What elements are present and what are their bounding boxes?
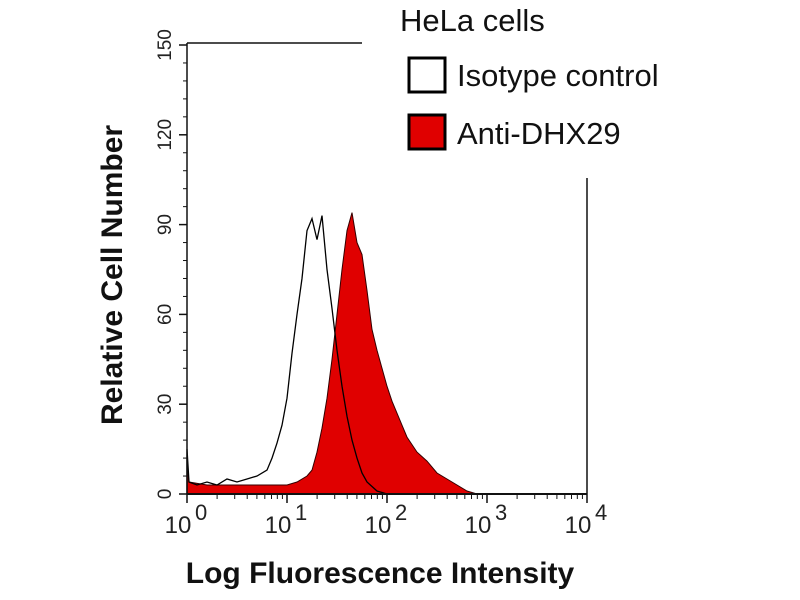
x-tick-exponent: 4 (595, 500, 607, 525)
series-isotype-line (186, 215, 388, 495)
x-tick-base: 10 (165, 512, 192, 539)
x-tick-label: 10 1 (265, 500, 308, 539)
x-tick-exponent: 0 (195, 500, 207, 525)
x-tick-exponent: 2 (395, 500, 407, 525)
x-tick-label: 10 0 (165, 500, 208, 539)
y-tick-label: 90 (155, 214, 176, 235)
x-tick-label: 10 2 (365, 500, 408, 539)
y-tick-label: 120 (155, 119, 176, 151)
x-tick-label: 10 3 (465, 500, 508, 539)
y-tick-label: 150 (155, 29, 176, 61)
legend-swatch-isotype (407, 56, 447, 94)
x-tick-base: 10 (565, 512, 592, 539)
x-tick-base: 10 (265, 512, 292, 539)
x-axis-label: Log Fluorescence Intensity (186, 557, 575, 590)
legend-title: HeLa cells (400, 3, 545, 38)
x-tick-exponent: 1 (295, 500, 307, 525)
x-tick-label: 10 4 (565, 500, 608, 539)
legend-label-isotype: Isotype control (457, 58, 659, 93)
y-tick-label: 60 (155, 304, 176, 325)
series-anti-dhx29-area (186, 212, 478, 495)
x-tick-base: 10 (365, 512, 392, 539)
legend-label-anti-dhx29: Anti-DHX29 (457, 116, 621, 151)
y-tick-label: 0 (155, 489, 176, 500)
x-ticks: 10 0 10 1 10 2 10 3 10 4 (165, 494, 608, 539)
x-tick-exponent: 3 (495, 500, 507, 525)
y-ticks: 0 30 60 90 120 150 (155, 29, 187, 499)
plot-area (186, 212, 478, 495)
x-tick-base: 10 (465, 512, 492, 539)
legend-swatch-anti-dhx29 (407, 113, 447, 151)
y-axis-label: Relative Cell Number (96, 125, 129, 425)
y-tick-label: 30 (155, 394, 176, 415)
